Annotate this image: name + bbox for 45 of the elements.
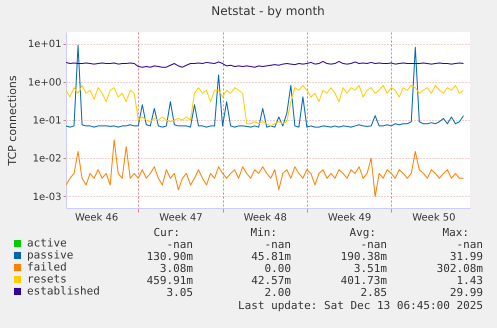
line-series: [66, 139, 464, 197]
text: 42.57m: [251, 274, 291, 288]
text: 190.38m: [340, 250, 387, 264]
text: -nan: [456, 238, 483, 252]
y-tick-label: 1e-02: [32, 154, 62, 165]
x-tick-label: Week 50: [412, 212, 456, 224]
text: 3.51m: [354, 262, 387, 276]
legend-label: passive: [27, 248, 74, 262]
text: -nan: [264, 238, 291, 252]
x-tick-label: Week 49: [328, 212, 372, 224]
y-tick-label: 1e+01: [28, 39, 62, 50]
text: 3.08m: [160, 262, 193, 276]
legend-label: active: [27, 236, 67, 250]
x-tick-label: Week 47: [159, 212, 203, 224]
y-tick-label: 1e-03: [32, 192, 62, 203]
line-series: [66, 84, 464, 126]
text: 1.43: [456, 274, 483, 288]
text: 401.73m: [340, 274, 387, 288]
legend-label: established: [27, 284, 100, 298]
text: Max:: [442, 226, 469, 240]
y-tick-label: 1e-01: [32, 116, 62, 126]
text: -nan: [360, 238, 387, 252]
text: 459.91m: [146, 274, 193, 288]
y-axis-title: TCP connections: [6, 75, 19, 167]
text: 2.00: [264, 286, 291, 300]
text: 45.81m: [251, 250, 291, 264]
text: Avg:: [350, 226, 376, 240]
legend-label: failed: [27, 260, 67, 274]
text: 2.85: [360, 286, 387, 300]
text: 302.08m: [436, 262, 483, 276]
x-tick-label: Week 48: [244, 212, 287, 224]
text: Cur:: [154, 226, 180, 240]
y-tick-label: 1e+00: [28, 77, 62, 88]
text: 29.99: [450, 286, 483, 300]
text: 31.99: [450, 250, 483, 264]
text: -nan: [166, 238, 193, 252]
line-series: [66, 44, 464, 128]
text: Last update: Sat Dec 13 06:45:00 2025: [238, 299, 483, 313]
text: Min:: [250, 226, 277, 240]
x-tick-label: Week 46: [74, 212, 118, 224]
text: 0.00: [264, 262, 291, 276]
legend-label: resets: [27, 272, 67, 286]
text: 130.90m: [146, 250, 193, 264]
text: 3.05: [166, 286, 193, 300]
chart-title: Netstat - by month: [211, 4, 325, 18]
